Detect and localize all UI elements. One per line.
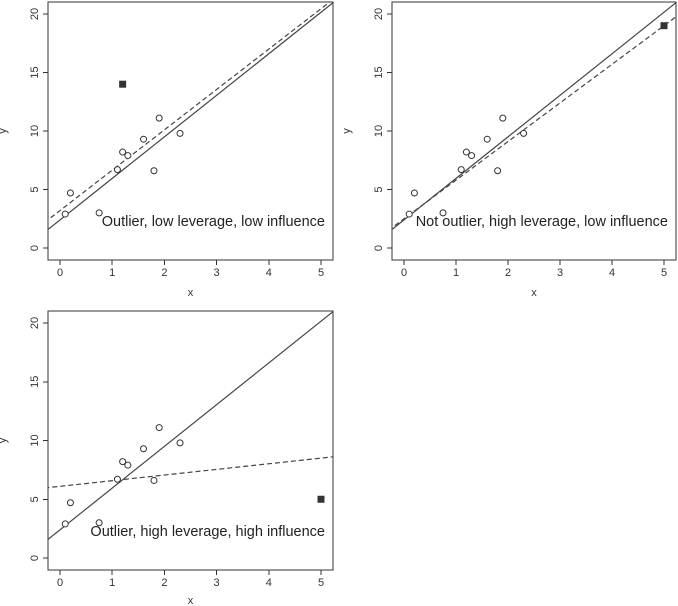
x-axis: 0 1 2 3 4 5 — [401, 259, 667, 279]
y-tick-label: 0 — [29, 245, 41, 251]
y-tick-label: 20 — [29, 8, 41, 20]
y-axis: 0 5 10 15 20 — [29, 8, 48, 251]
x-tick-label: 1 — [453, 267, 459, 279]
panel-annotation: Outlier, low leverage, low influence — [102, 214, 325, 230]
y-tick-label: 0 — [29, 555, 41, 561]
data-point — [95, 519, 103, 527]
fit-lines — [48, 311, 333, 541]
data-points — [405, 114, 528, 218]
regression-line-dashed — [48, 456, 333, 489]
y-tick-label: 10 — [29, 125, 41, 137]
x-tick-label: 0 — [401, 267, 407, 279]
x-axis: 0 1 2 3 4 5 — [57, 259, 324, 279]
y-tick-label: 20 — [373, 8, 385, 20]
y-tick-label: 10 — [373, 125, 385, 137]
regression-line-dashed — [392, 16, 676, 229]
scatter-panel-1: 0 1 2 3 4 5 0 5 10 15 20 x y Outlier, low leverage, l… — [0, 1, 334, 299]
x-tick-label: 2 — [505, 267, 511, 279]
y-tick-label: 15 — [29, 376, 41, 388]
data-point — [140, 135, 148, 143]
data-point — [155, 424, 163, 432]
data-point — [61, 210, 69, 218]
data-point — [176, 129, 184, 137]
data-point — [457, 166, 465, 174]
data-point — [520, 129, 528, 137]
y-tick-label: 5 — [29, 496, 41, 502]
x-tick-label: 5 — [318, 577, 324, 589]
data-point — [140, 445, 148, 453]
regression-line-solid — [48, 2, 333, 231]
panel-annotation: Not outlier, high leverage, low influenc… — [416, 214, 668, 230]
data-point — [124, 152, 132, 160]
data-point — [113, 166, 121, 174]
x-axis-title: x — [531, 287, 537, 299]
scatter-panel-2: 0 1 2 3 4 5 0 5 10 15 20 x y Not outlier, high levera… — [341, 1, 677, 299]
y-tick-label: 15 — [29, 66, 41, 78]
data-point — [119, 148, 127, 156]
special-point — [119, 80, 127, 88]
y-tick-label: 15 — [373, 66, 385, 78]
fit-lines — [48, 2, 333, 231]
y-tick-label: 5 — [29, 186, 41, 192]
y-tick-label: 20 — [29, 317, 41, 329]
special-point — [317, 495, 325, 503]
y-tick-label: 0 — [373, 245, 385, 251]
y-axis-title: y — [0, 437, 9, 443]
data-points — [61, 114, 184, 218]
data-point — [113, 475, 121, 483]
scatter-panel-3: 0 1 2 3 4 5 0 5 10 15 20 x y Outlier, high leverage, … — [0, 310, 334, 606]
panel-annotation: Outlier, high leverage, high influence — [90, 524, 325, 540]
x-axis-title: x — [188, 287, 194, 299]
data-point — [155, 114, 163, 122]
x-tick-label: 0 — [57, 267, 63, 279]
x-tick-label: 0 — [57, 577, 63, 589]
fit-lines — [392, 2, 676, 231]
data-point — [176, 439, 184, 447]
x-tick-label: 3 — [214, 267, 220, 279]
y-axis: 0 5 10 15 20 — [29, 317, 48, 561]
x-tick-label: 5 — [661, 267, 667, 279]
y-axis: 0 5 10 15 20 — [373, 8, 392, 251]
data-point — [61, 520, 69, 528]
data-point — [66, 189, 74, 197]
y-axis-title: y — [0, 128, 9, 134]
regression-line-dashed — [48, 2, 331, 221]
x-tick-label: 4 — [266, 267, 272, 279]
x-axis-title: x — [188, 595, 194, 606]
x-axis: 0 1 2 3 4 5 — [57, 569, 324, 589]
y-tick-label: 5 — [373, 186, 385, 192]
x-tick-label: 4 — [266, 577, 272, 589]
x-tick-label: 1 — [109, 577, 115, 589]
data-point — [150, 167, 158, 175]
x-tick-label: 3 — [214, 577, 220, 589]
data-point — [405, 210, 413, 218]
data-point — [439, 209, 447, 217]
data-point — [66, 499, 74, 507]
data-point — [483, 135, 491, 143]
data-point — [468, 152, 476, 160]
data-point — [150, 476, 158, 484]
data-point — [499, 114, 507, 122]
data-point — [410, 189, 418, 197]
y-tick-label: 10 — [29, 434, 41, 446]
data-point — [124, 461, 132, 469]
data-point — [494, 167, 502, 175]
x-tick-label: 2 — [161, 577, 167, 589]
regression-line-solid — [48, 311, 333, 541]
x-tick-label: 5 — [318, 267, 324, 279]
x-tick-label: 4 — [609, 267, 615, 279]
x-tick-label: 3 — [557, 267, 563, 279]
special-point — [660, 22, 668, 30]
data-points — [61, 424, 184, 528]
x-tick-label: 1 — [109, 267, 115, 279]
regression-line-solid — [392, 2, 676, 231]
y-axis-title: y — [341, 128, 353, 134]
data-point — [462, 148, 470, 156]
data-point — [119, 458, 127, 466]
x-tick-label: 2 — [161, 267, 167, 279]
data-point — [95, 209, 103, 217]
